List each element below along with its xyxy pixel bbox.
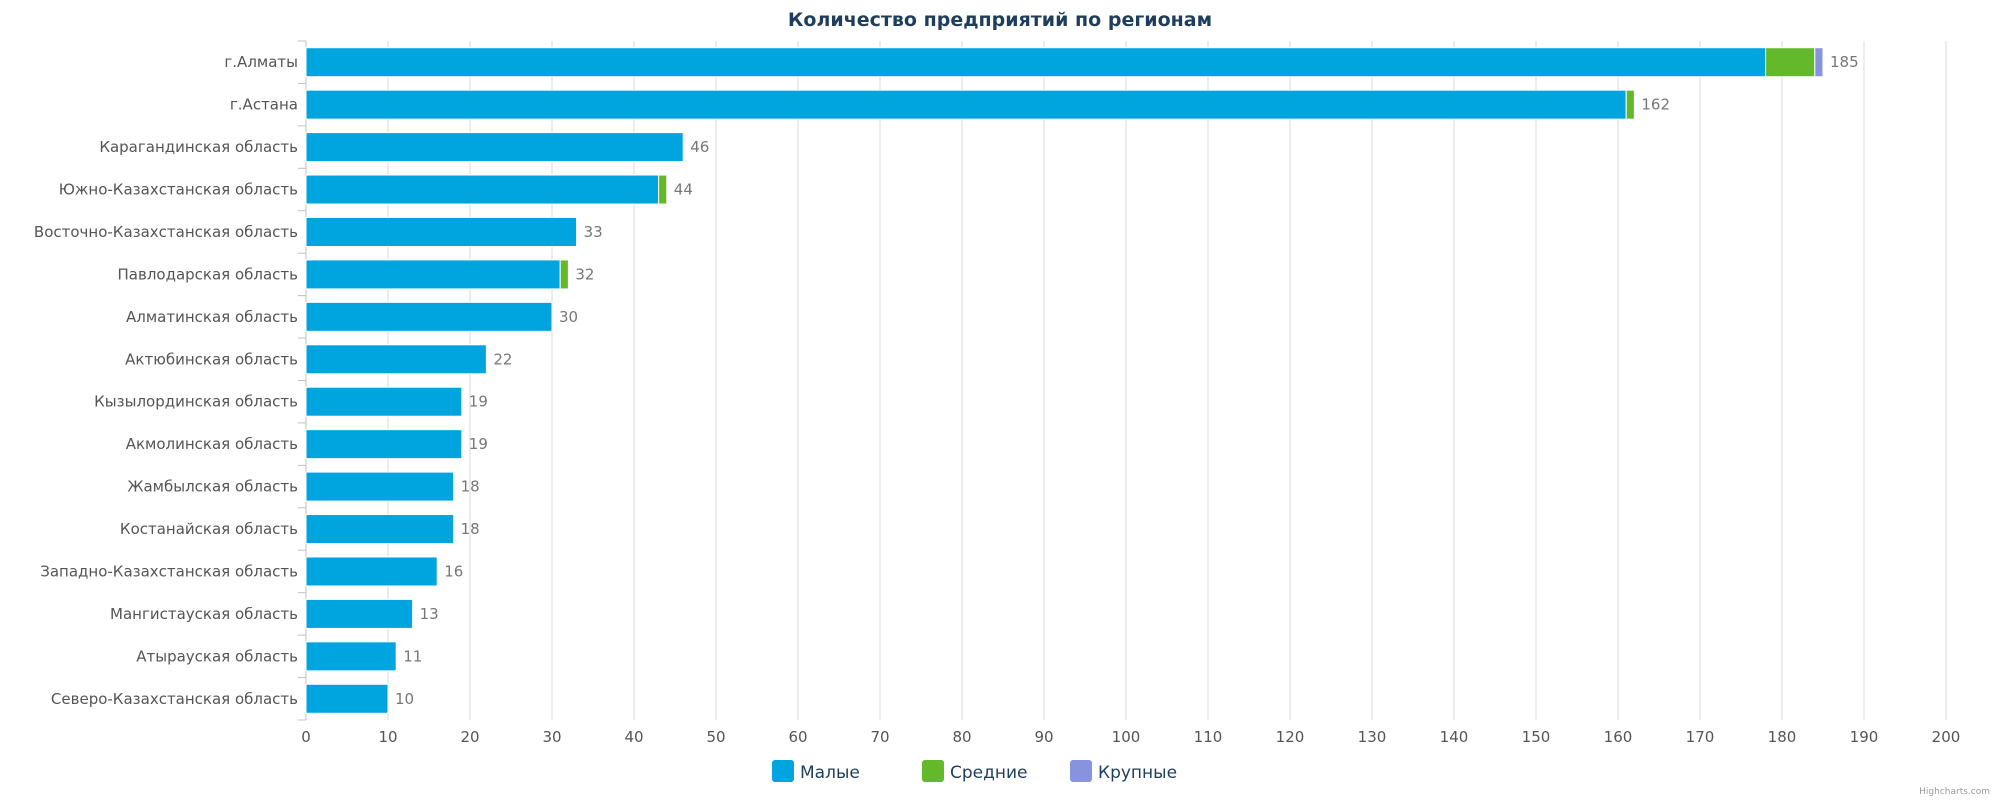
bar-segment-Средние [1765, 47, 1816, 78]
data-label: 46 [690, 138, 709, 156]
bar-segment-Малые [305, 471, 455, 502]
bar-segment-Малые [305, 174, 660, 205]
y-axis-labels: г.Алматы г.Астана Карагандинская область Юж… [34, 53, 298, 708]
bar-segment-Малые [305, 641, 397, 672]
y-category-label: Восточно-Казахстанская область [34, 223, 298, 241]
x-tick-label: 170 [1686, 728, 1715, 746]
bar-segment-Малые [305, 89, 1627, 120]
y-category-label: г.Астана [230, 96, 298, 114]
x-tick-label: 0 [301, 728, 311, 746]
y-category-label: Акмолинская область [126, 435, 298, 453]
x-tick-label: 110 [1194, 728, 1223, 746]
data-label: 32 [575, 265, 594, 283]
x-tick-label: 50 [706, 728, 725, 746]
x-tick-label: 20 [460, 728, 479, 746]
bar-segment-Малые [305, 598, 414, 629]
x-tick-label: 180 [1768, 728, 1797, 746]
data-label: 185 [1830, 53, 1859, 71]
x-tick-label: 80 [952, 728, 971, 746]
legend-item[interactable]: Малые [800, 763, 860, 783]
bar-segment-Малые [305, 429, 463, 460]
legend-item[interactable]: Крупные [1098, 763, 1177, 783]
bar-segment-Средние [1625, 89, 1635, 120]
bar-segment-Малые [305, 386, 463, 417]
x-axis-labels: 0 10 20 30 40 50 60 70 80 90 100 110 120 130 140 150 160… [301, 728, 1960, 746]
data-label: 19 [469, 393, 488, 411]
legend-swatch [772, 760, 794, 782]
x-tick-label: 100 [1112, 728, 1141, 746]
x-tick-label: 30 [542, 728, 561, 746]
data-label: 16 [444, 562, 463, 580]
bar-segment-Малые [305, 344, 487, 375]
x-tick-label: 120 [1276, 728, 1305, 746]
y-category-label: Кызылординская область [94, 393, 298, 411]
bar-segment-Средние [658, 174, 668, 205]
bars: 185 162 46 44 33 32 30 22 19 19 18 18 16 13 11 10 [305, 47, 1859, 714]
data-label: 10 [395, 690, 414, 708]
chart-title: Количество предприятий по регионам [788, 9, 1212, 31]
x-tick-label: 10 [378, 728, 397, 746]
y-category-label: Карагандинская область [99, 138, 298, 156]
legend-item[interactable]: Средние [950, 763, 1028, 783]
bar-segment-Средние [559, 259, 569, 290]
bar-segment-Малые [305, 47, 1767, 78]
legend-swatch [922, 760, 944, 782]
x-tick-label: 90 [1034, 728, 1053, 746]
y-category-label: Северо-Казахстанская область [51, 690, 298, 708]
x-tick-label: 190 [1850, 728, 1879, 746]
data-label: 162 [1641, 96, 1670, 114]
data-label: 30 [559, 308, 578, 326]
bar-segment-Малые [305, 132, 684, 163]
y-category-label: Актюбинская область [125, 350, 298, 368]
legend-swatch [1070, 760, 1092, 782]
y-category-label: Костанайская область [120, 520, 298, 538]
data-label: 33 [584, 223, 603, 241]
bar-segment-Малые [305, 216, 578, 247]
grid [298, 40, 1947, 721]
data-label: 44 [674, 181, 693, 199]
bar-segment-Малые [305, 259, 561, 290]
x-tick-label: 130 [1358, 728, 1387, 746]
data-label: 11 [403, 647, 422, 665]
y-category-label: Алматинская область [126, 308, 298, 326]
y-category-label: Атырауская область [136, 647, 298, 665]
x-tick-label: 140 [1440, 728, 1469, 746]
x-tick-label: 200 [1932, 728, 1961, 746]
data-label: 19 [469, 435, 488, 453]
data-label: 18 [461, 478, 480, 496]
y-category-label: Мангистауская область [110, 605, 298, 623]
legend: Малые Средние Крупные [772, 760, 1177, 783]
bar-segment-Малые [305, 301, 553, 332]
data-label: 22 [493, 350, 512, 368]
data-label: 18 [461, 520, 480, 538]
bar-segment-Малые [305, 683, 389, 714]
data-label: 13 [420, 605, 439, 623]
y-category-label: Южно-Казахстанская область [59, 181, 298, 199]
x-tick-label: 150 [1522, 728, 1551, 746]
x-tick-label: 40 [624, 728, 643, 746]
x-tick-label: 160 [1604, 728, 1633, 746]
credits[interactable]: Highcharts.com [1919, 787, 1990, 797]
y-category-label: г.Алматы [224, 53, 298, 71]
y-category-label: Западно-Казахстанская область [40, 562, 298, 580]
x-tick-label: 60 [788, 728, 807, 746]
bar-segment-Малые [305, 514, 455, 545]
bar-segment-Крупные [1814, 47, 1824, 78]
y-category-label: Павлодарская область [118, 265, 298, 283]
x-tick-label: 70 [870, 728, 889, 746]
y-category-label: Жамбылская область [127, 478, 298, 496]
bar-segment-Малые [305, 556, 438, 587]
